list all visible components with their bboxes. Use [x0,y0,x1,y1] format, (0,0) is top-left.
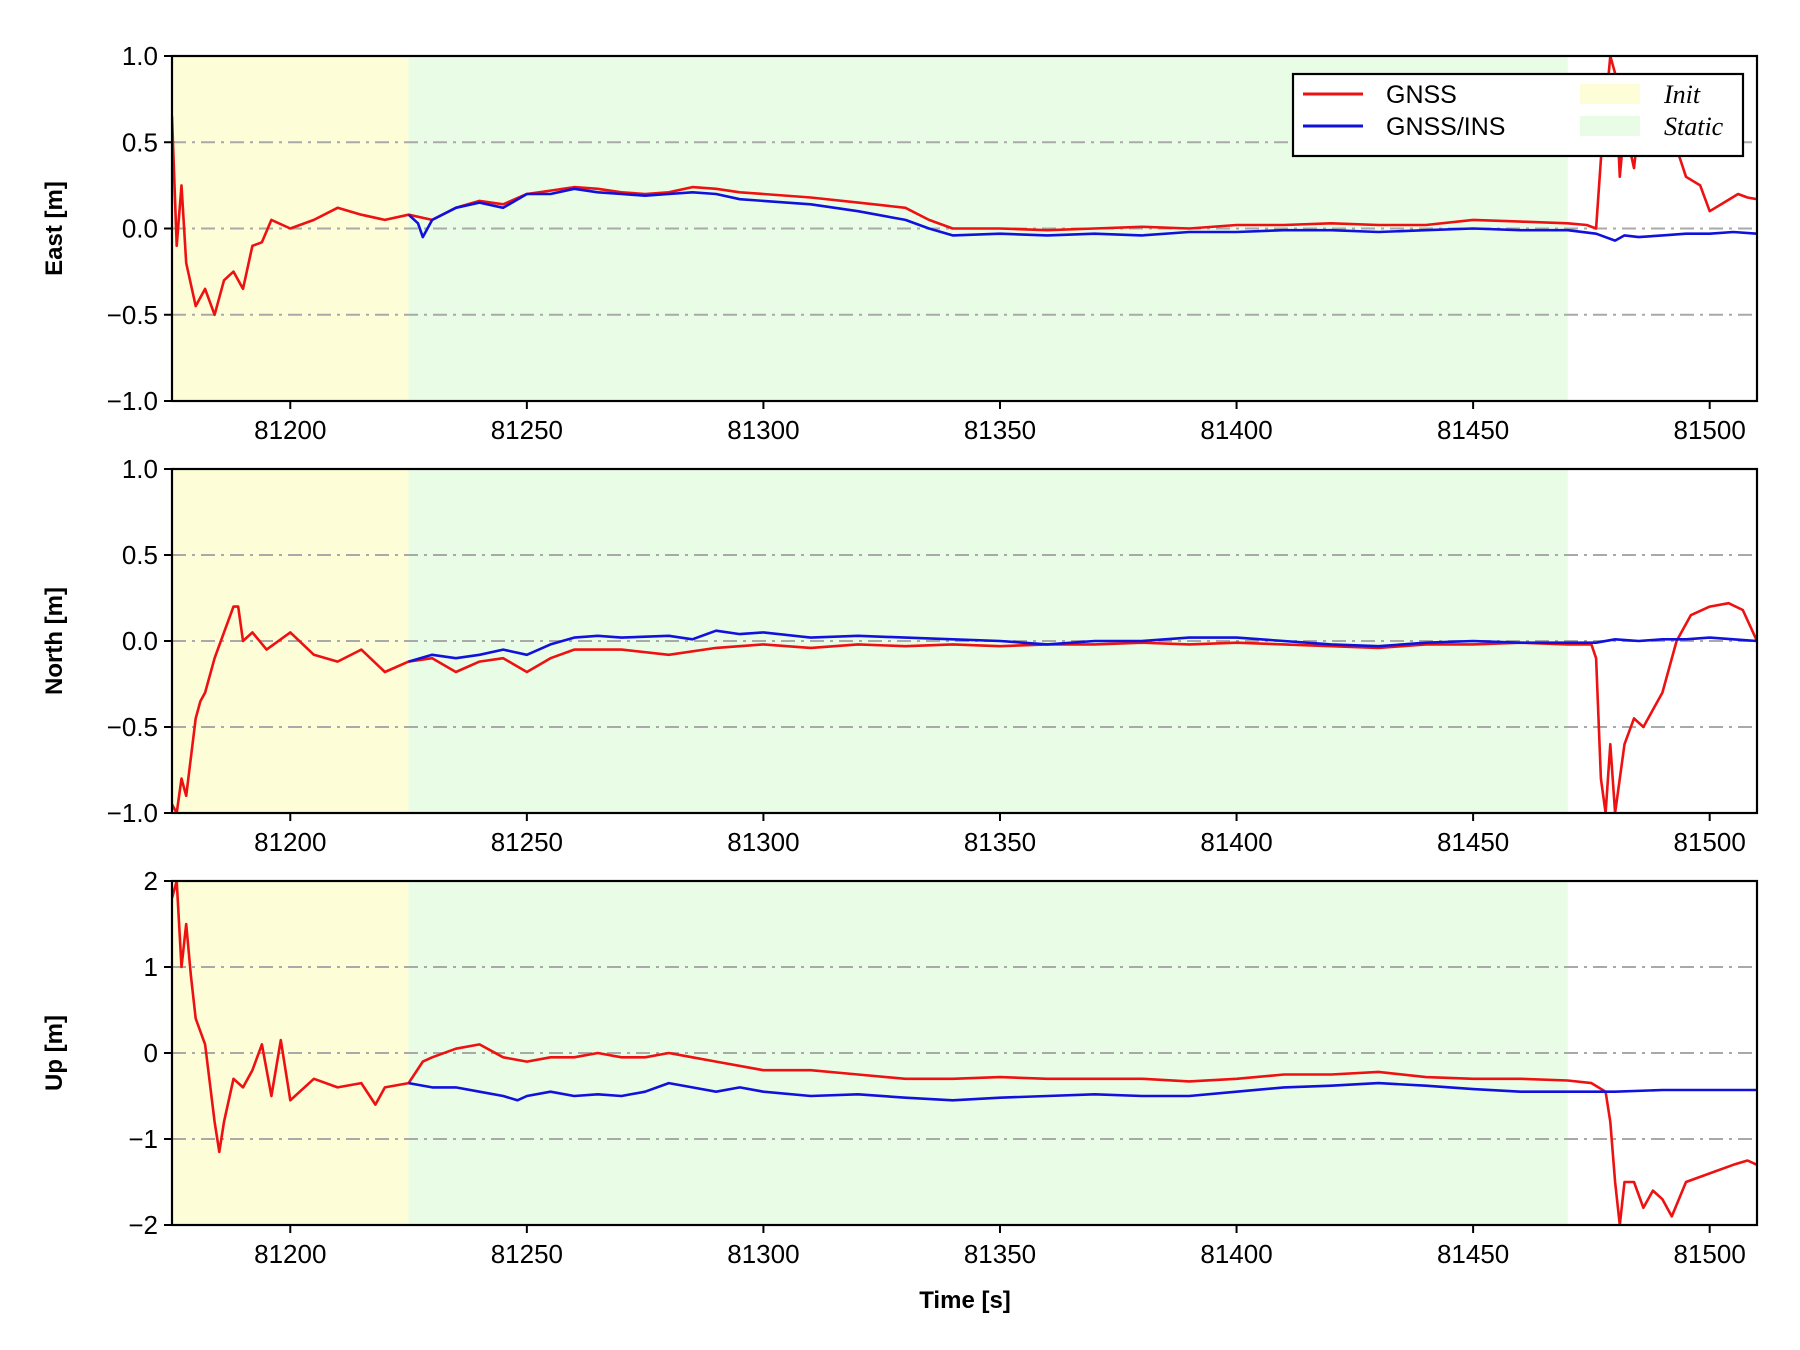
y-tick-label: 0.5 [122,540,158,570]
x-tick-label: 81500 [1674,415,1746,445]
x-tick-label: 81450 [1437,1239,1509,1269]
x-tick-label: 81200 [254,827,326,857]
x-axis-label: Time [s] [919,1287,1011,1314]
y-tick-label: −1 [128,1124,158,1154]
y-tick-label: 0.0 [122,626,158,656]
x-tick-label: 81350 [964,1239,1036,1269]
legend: GNSS GNSS/INS Init Static [1291,72,1745,158]
y-tick-label: 1.0 [122,454,158,484]
legend-frame [1291,72,1745,158]
y-tick-label: 1.0 [122,41,158,71]
series-gnss-ins [408,1081,1757,1102]
y-tick-label: −2 [128,1210,158,1240]
x-tick-label: 81450 [1437,415,1509,445]
x-tick-label: 81450 [1437,827,1509,857]
panel-up-m: 81200 81250 81300 81350 81400 81450 81500 −2 −1 0… [41,866,1759,1269]
x-tick-label: 81500 [1674,1239,1746,1269]
y-tick-label: 0.0 [122,214,158,244]
legend-static-swatch [1580,116,1640,136]
y-tick-label: −0.5 [107,712,158,742]
panel-north-m: 81200 81250 81300 81350 81400 81450 81500 −1.0 −… [41,454,1759,857]
series-gnss-ins [408,629,1757,663]
y-tick-label: −1.0 [107,798,158,828]
y-tick-label: −0.5 [107,300,158,330]
legend-gnss-ins-label: GNSS/INS [1386,113,1505,141]
x-tick-label: 81300 [727,827,799,857]
x-tick-label: 81400 [1200,827,1272,857]
series-gnss-ins [407,187,1757,242]
x-tick-label: 81300 [727,415,799,445]
panels: 81200 81250 81300 81350 81400 81450 81500 −1.0 −… [41,41,1759,1269]
legend-gnss-label: GNSS [1386,81,1457,109]
x-tick-label: 81200 [254,415,326,445]
y-axis-label: Up [m] [41,1015,68,1091]
y-tick-label: 2 [144,866,158,896]
x-tick-label: 81200 [254,1239,326,1269]
y-axis-label: North [m] [41,587,68,695]
series-gnss [172,601,1757,813]
legend-init-swatch [1580,84,1640,104]
x-tick-label: 81300 [727,1239,799,1269]
series-gnss [172,881,1757,1225]
x-tick-label: 81350 [964,415,1036,445]
x-tick-label: 81400 [1200,415,1272,445]
y-tick-label: 0 [144,1038,158,1068]
x-tick-label: 81350 [964,827,1036,857]
x-tick-label: 81500 [1674,827,1746,857]
x-tick-label: 81250 [491,827,563,857]
y-axis-label: East [m] [41,181,68,276]
y-tick-label: 1 [144,952,158,982]
legend-init-label: Init [1663,80,1701,109]
legend-static-label: Static [1664,112,1724,141]
y-tick-label: 0.5 [122,127,158,157]
x-tick-label: 81400 [1200,1239,1272,1269]
x-tick-label: 81250 [491,415,563,445]
x-tick-label: 81250 [491,1239,563,1269]
y-tick-label: −1.0 [107,386,158,416]
